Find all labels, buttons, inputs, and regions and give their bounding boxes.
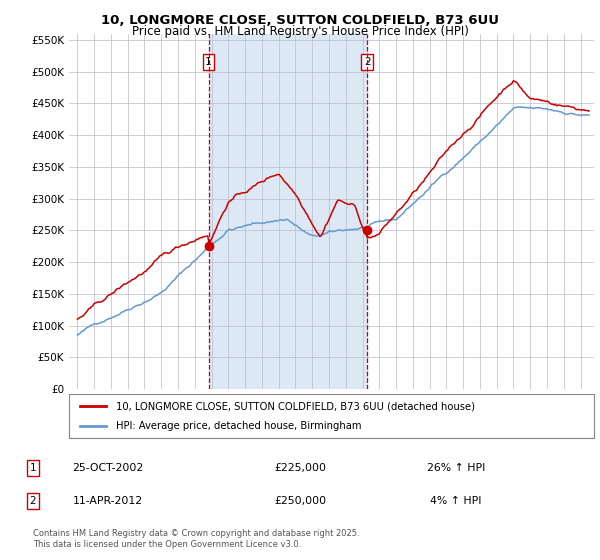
Text: £225,000: £225,000 bbox=[274, 463, 326, 473]
Text: 11-APR-2012: 11-APR-2012 bbox=[73, 496, 143, 506]
Text: Price paid vs. HM Land Registry's House Price Index (HPI): Price paid vs. HM Land Registry's House … bbox=[131, 25, 469, 38]
Bar bbox=[209, 34, 367, 389]
Text: HPI: Average price, detached house, Birmingham: HPI: Average price, detached house, Birm… bbox=[116, 421, 362, 431]
Text: 4% ↑ HPI: 4% ↑ HPI bbox=[430, 496, 482, 506]
Text: 26% ↑ HPI: 26% ↑ HPI bbox=[427, 463, 485, 473]
Text: 1: 1 bbox=[29, 463, 37, 473]
Text: 10, LONGMORE CLOSE, SUTTON COLDFIELD, B73 6UU: 10, LONGMORE CLOSE, SUTTON COLDFIELD, B7… bbox=[101, 14, 499, 27]
Text: Contains HM Land Registry data © Crown copyright and database right 2025.
This d: Contains HM Land Registry data © Crown c… bbox=[33, 529, 359, 549]
Text: 2: 2 bbox=[29, 496, 37, 506]
Text: 2: 2 bbox=[364, 57, 371, 67]
Text: 25-OCT-2002: 25-OCT-2002 bbox=[73, 463, 143, 473]
Text: 1: 1 bbox=[205, 57, 212, 67]
Text: 10, LONGMORE CLOSE, SUTTON COLDFIELD, B73 6UU (detached house): 10, LONGMORE CLOSE, SUTTON COLDFIELD, B7… bbox=[116, 401, 475, 411]
Text: £250,000: £250,000 bbox=[274, 496, 326, 506]
